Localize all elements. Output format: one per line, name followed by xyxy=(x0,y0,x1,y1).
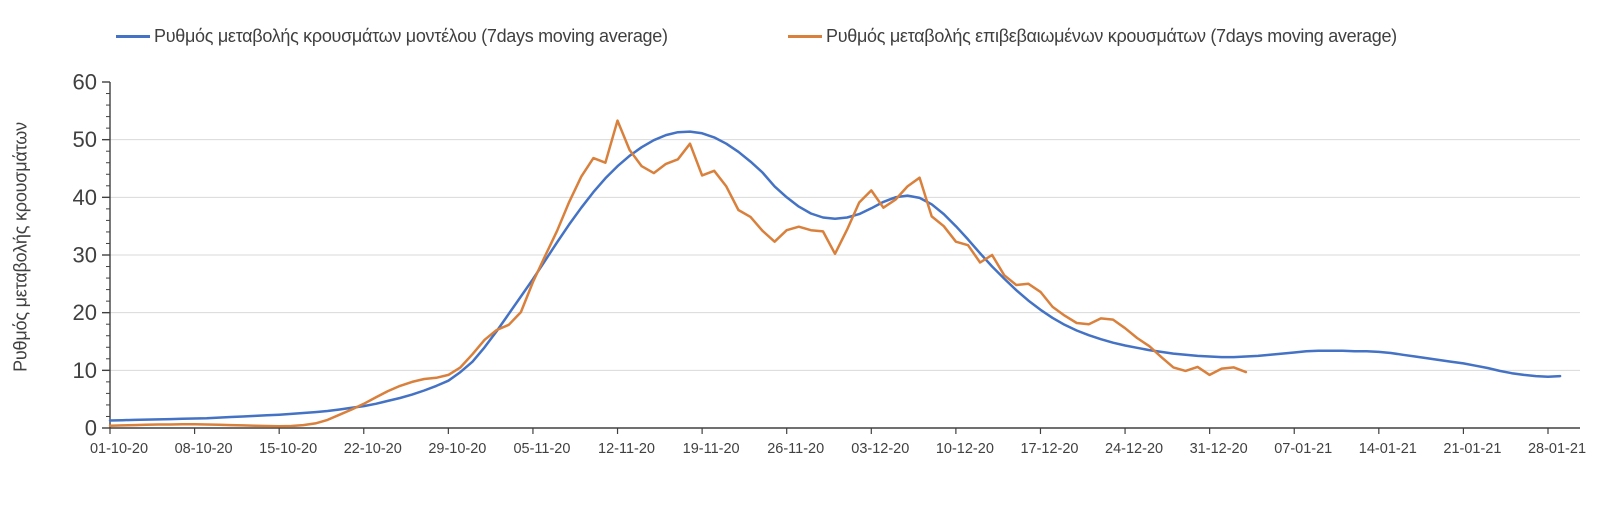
x-tick-label: 31-12-20 xyxy=(1190,441,1248,457)
legend-item-model: Ρυθμός μεταβολής κρουσμάτων μοντέλου (7d… xyxy=(116,26,668,47)
model-series-line-swatch xyxy=(116,35,150,38)
x-tick-label: 15-10-20 xyxy=(259,441,317,457)
series-line-model xyxy=(108,130,1562,422)
x-tick-label: 08-10-20 xyxy=(175,441,233,457)
series-line-confirmed xyxy=(108,119,1248,428)
y-tick-label: 10 xyxy=(73,358,97,383)
x-tick-label: 05-11-20 xyxy=(513,441,570,457)
x-tick-label: 12-11-20 xyxy=(598,441,655,457)
x-tick-label: 17-12-20 xyxy=(1020,441,1078,457)
y-tick-label: 50 xyxy=(73,127,97,152)
legend-label-model: Ρυθμός μεταβολής κρουσμάτων μοντέλου (7d… xyxy=(154,26,668,46)
x-tick-label: 19-11-20 xyxy=(683,441,740,457)
x-tick-label: 22-10-20 xyxy=(344,441,402,457)
y-tick-label: 60 xyxy=(73,70,97,95)
x-tick-label: 29-10-20 xyxy=(428,441,486,457)
confirmed-series-line-swatch xyxy=(788,35,822,38)
x-tick-label: 14-01-21 xyxy=(1359,441,1417,457)
x-tick-label: 21-01-21 xyxy=(1443,441,1501,457)
legend-item-confirmed: Ρυθμός μεταβολής επιβεβαιωμένων κρουσμάτ… xyxy=(788,26,1397,47)
y-tick-label: 20 xyxy=(73,300,97,325)
y-tick-label: 40 xyxy=(73,185,97,210)
x-tick-label: 28-01-21 xyxy=(1528,441,1586,457)
chart-legend: Ρυθμός μεταβολής κρουσμάτων μοντέλου (7d… xyxy=(0,26,1601,50)
x-tick-label: 01-10-20 xyxy=(90,441,148,457)
x-tick-label: 24-12-20 xyxy=(1105,441,1163,457)
x-tick-label: 07-01-21 xyxy=(1274,441,1332,457)
y-tick-label: 30 xyxy=(73,243,97,268)
x-tick-label: 26-11-20 xyxy=(767,441,824,457)
x-tick-label: 03-12-20 xyxy=(851,441,909,457)
legend-label-confirmed: Ρυθμός μεταβολής επιβεβαιωμένων κρουσμάτ… xyxy=(826,26,1397,46)
x-tick-label: 10-12-20 xyxy=(936,441,994,457)
y-tick-label: 0 xyxy=(85,416,97,441)
